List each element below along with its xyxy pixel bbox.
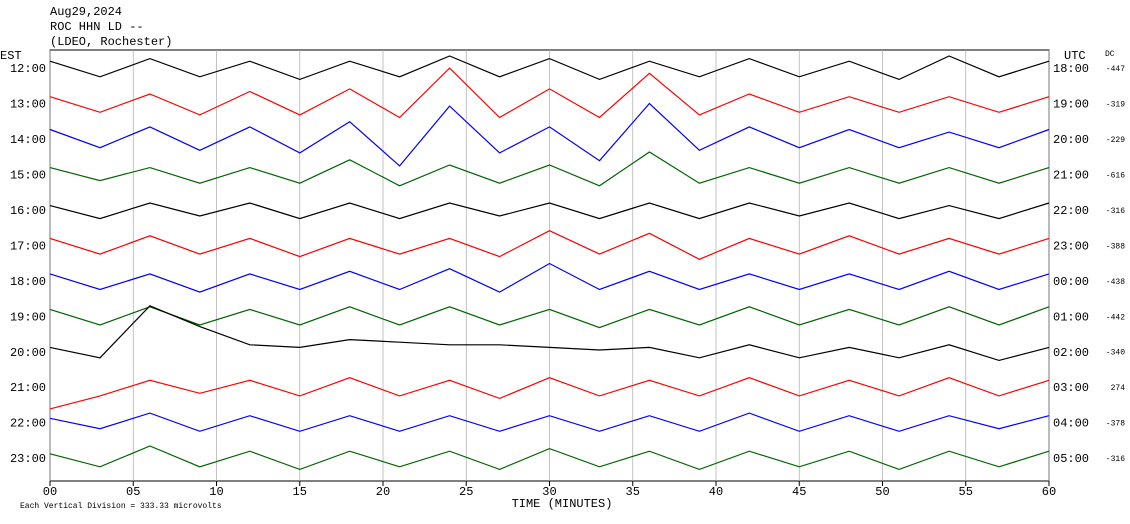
dc-value: -442: [1106, 313, 1125, 322]
dc-value: -616: [1106, 171, 1125, 180]
est-label: 18:00: [10, 275, 46, 289]
x-tick-label: 45: [792, 485, 806, 499]
dc-value: -316: [1106, 207, 1125, 216]
x-tick-label: 60: [1042, 485, 1056, 499]
trace: [49, 151, 1050, 187]
est-label: 14:00: [10, 133, 46, 147]
x-tick-label: 20: [376, 485, 390, 499]
trace: [49, 67, 1050, 119]
dc-value: -378: [1106, 420, 1125, 429]
trace: [49, 306, 1050, 329]
utc-label: 20:00: [1053, 133, 1089, 147]
dc-value: -340: [1106, 349, 1125, 358]
est-label: 22:00: [10, 417, 46, 431]
trace: [49, 55, 1050, 81]
utc-label: 18:00: [1053, 62, 1089, 76]
est-label: 19:00: [10, 310, 46, 324]
est-label: 23:00: [10, 452, 46, 466]
utc-label: 21:00: [1053, 169, 1089, 183]
x-tick-label: 10: [209, 485, 223, 499]
utc-label: 02:00: [1053, 346, 1089, 360]
utc-label: 04:00: [1053, 417, 1089, 431]
trace: [49, 202, 1050, 220]
trace: [49, 262, 1050, 293]
dc-value: -229: [1106, 136, 1125, 145]
x-tick-label: 30: [542, 485, 556, 499]
dc-value: -316: [1106, 455, 1125, 464]
x-axis-label: TIME (MINUTES): [512, 497, 613, 511]
utc-label: 00:00: [1053, 275, 1089, 289]
x-tick-label: 25: [459, 485, 473, 499]
est-label: 21:00: [10, 381, 46, 395]
trace: [49, 230, 1050, 260]
est-label: 13:00: [10, 98, 46, 112]
dc-value: 274: [1111, 384, 1126, 393]
utc-label: 05:00: [1053, 452, 1089, 466]
x-tick-label: 35: [626, 485, 640, 499]
x-tick-label: 00: [43, 485, 57, 499]
dc-label: DC: [1105, 50, 1115, 59]
dc-value: -438: [1106, 278, 1125, 287]
x-tick-label: 55: [959, 485, 973, 499]
est-label: 12:00: [10, 62, 46, 76]
utc-label: 19:00: [1053, 98, 1089, 112]
title-line: (LDEO, Rochester): [50, 35, 172, 49]
trace: [49, 377, 1050, 410]
x-tick-label: 40: [709, 485, 723, 499]
x-tick-label: 05: [126, 485, 140, 499]
trace: [49, 412, 1050, 432]
trace: [49, 102, 1050, 167]
x-tick-label: 15: [293, 485, 307, 499]
footnote: Each Vertical Division = 333.33 microvol…: [20, 502, 222, 511]
x-tick-label: 50: [875, 485, 889, 499]
dc-value: -319: [1106, 101, 1125, 110]
title-line: Aug29,2024: [50, 5, 122, 19]
trace: [49, 445, 1050, 471]
est-label: 17:00: [10, 239, 46, 253]
utc-label: 22:00: [1053, 204, 1089, 218]
left-axis-label: EST: [0, 49, 22, 63]
right-axis-label: UTC: [1064, 49, 1086, 63]
utc-label: 23:00: [1053, 239, 1089, 253]
dc-value: -388: [1106, 242, 1125, 251]
utc-label: 01:00: [1053, 310, 1089, 324]
utc-label: 03:00: [1053, 381, 1089, 395]
est-label: 15:00: [10, 169, 46, 183]
title-line: ROC HHN LD --: [50, 20, 144, 34]
est-label: 20:00: [10, 346, 46, 360]
dc-value: -447: [1106, 65, 1125, 74]
est-label: 16:00: [10, 204, 46, 218]
trace: [49, 305, 1050, 362]
